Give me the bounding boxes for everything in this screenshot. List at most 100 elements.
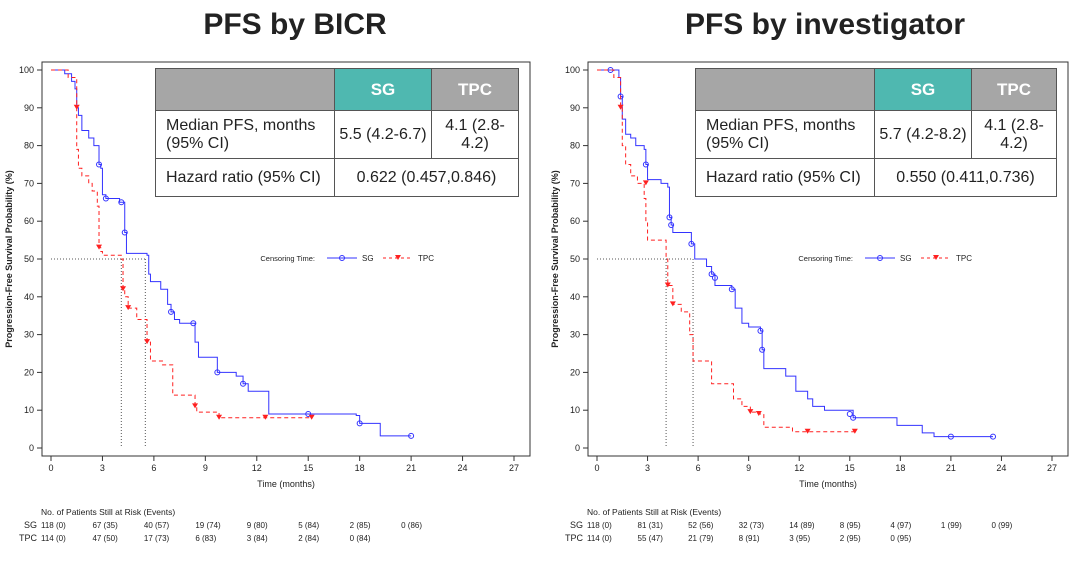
risk-cell-sg: 0 (86) bbox=[401, 521, 422, 530]
censor-mark-tpc bbox=[664, 282, 671, 288]
censor-mark-sg bbox=[850, 414, 857, 421]
x-tick-label: 24 bbox=[996, 463, 1006, 473]
censor-mark-sg bbox=[214, 369, 221, 376]
risk-cell-tpc: 0 (84) bbox=[350, 534, 371, 543]
risk-cell-tpc: 17 (73) bbox=[144, 534, 170, 543]
censor-mark-sg bbox=[168, 308, 175, 315]
risk-cell-tpc: 6 (83) bbox=[195, 534, 216, 543]
y-tick-label: 70 bbox=[24, 178, 34, 188]
risk-cell-tpc: 8 (91) bbox=[739, 534, 760, 543]
y-tick-label: 10 bbox=[570, 405, 580, 415]
y-tick-label: 80 bbox=[24, 141, 34, 151]
median-sg: 5.5 (4.2-6.7) bbox=[334, 110, 432, 159]
x-tick-label: 9 bbox=[203, 463, 208, 473]
censor-mark-sg bbox=[728, 286, 735, 293]
legend-title: Censoring Time: bbox=[260, 254, 315, 263]
x-tick-label: 0 bbox=[594, 463, 599, 473]
censor-mark-tpc bbox=[262, 414, 269, 420]
x-tick-label: 18 bbox=[895, 463, 905, 473]
summary-table-investigator: SG TPC Median PFS, months (95% CI) 5.7 (4.… bbox=[695, 68, 1057, 197]
censor-mark-sg bbox=[947, 433, 954, 440]
risk-cell-sg: 0 (99) bbox=[991, 521, 1012, 530]
risk-cell-tpc: 47 (50) bbox=[92, 534, 118, 543]
censor-mark-sg bbox=[990, 433, 997, 440]
censor-mark-tpc bbox=[642, 180, 649, 186]
censor-mark-tpc bbox=[804, 428, 811, 434]
censor-mark-tpc bbox=[192, 403, 199, 409]
km-curve-sg bbox=[51, 69, 412, 437]
censor-mark-sg bbox=[642, 161, 649, 168]
censor-mark-tpc bbox=[617, 104, 624, 110]
y-axis-label: Progression-Free Survival Probability (%… bbox=[550, 170, 560, 348]
y-axis-label: Progression-Free Survival Probability (%… bbox=[4, 170, 14, 348]
row-label-median: Median PFS, months (95% CI) bbox=[695, 110, 875, 159]
y-tick-label: 0 bbox=[575, 443, 580, 453]
censor-mark-sg bbox=[118, 199, 125, 206]
risk-cell-sg: 9 (80) bbox=[247, 521, 268, 530]
chart-title-bicr: PFS by BICR bbox=[203, 8, 387, 41]
x-axis-label: Time (months) bbox=[257, 479, 315, 489]
x-tick-label: 12 bbox=[252, 463, 262, 473]
chart-title-investigator: PFS by investigator bbox=[684, 8, 966, 41]
censor-mark-sg bbox=[711, 274, 718, 281]
censor-mark-sg bbox=[121, 229, 128, 236]
summary-table-bicr: SG TPC Median PFS, months (95% CI) 5.5 (4.… bbox=[155, 68, 519, 197]
header-blank bbox=[695, 68, 875, 111]
legend-label-sg: SG bbox=[900, 254, 912, 263]
x-tick-label: 15 bbox=[845, 463, 855, 473]
y-tick-label: 90 bbox=[24, 103, 34, 113]
risk-cell-sg: 4 (97) bbox=[890, 521, 911, 530]
risk-row-label: TPC bbox=[19, 533, 38, 543]
legend-title: Censoring Time: bbox=[798, 254, 853, 263]
risk-cell-tpc: 3 (84) bbox=[247, 534, 268, 543]
risk-table-title: No. of Patients Still at Risk (Events) bbox=[41, 507, 175, 517]
y-tick-label: 40 bbox=[24, 292, 34, 302]
x-tick-label: 18 bbox=[355, 463, 365, 473]
y-tick-label: 100 bbox=[19, 65, 34, 75]
censor-mark-tpc bbox=[120, 286, 127, 292]
censor-mark-sg bbox=[190, 320, 197, 327]
y-tick-label: 100 bbox=[565, 65, 580, 75]
censor-mark-sg bbox=[688, 240, 695, 247]
risk-cell-sg: 32 (73) bbox=[739, 521, 765, 530]
y-tick-label: 40 bbox=[570, 292, 580, 302]
y-tick-label: 10 bbox=[24, 405, 34, 415]
y-tick-label: 50 bbox=[24, 254, 34, 264]
risk-cell-sg: 5 (84) bbox=[298, 521, 319, 530]
header-tpc: TPC bbox=[431, 68, 519, 111]
median-tpc: 4.1 (2.8-4.2) bbox=[431, 110, 519, 159]
header-blank bbox=[155, 68, 335, 111]
censor-mark-sg bbox=[668, 221, 675, 228]
risk-cell-sg: 1 (99) bbox=[941, 521, 962, 530]
y-tick-label: 30 bbox=[24, 330, 34, 340]
y-tick-label: 60 bbox=[24, 216, 34, 226]
censor-mark-sg bbox=[240, 380, 247, 387]
censor-mark-tpc bbox=[125, 305, 132, 311]
risk-cell-sg: 67 (35) bbox=[92, 521, 118, 530]
risk-cell-tpc: 0 (95) bbox=[890, 534, 911, 543]
median-tpc: 4.1 (2.8-4.2) bbox=[971, 110, 1057, 159]
row-label-median: Median PFS, months (95% CI) bbox=[155, 110, 335, 159]
censor-mark-tpc bbox=[755, 410, 762, 416]
risk-cell-tpc: 55 (47) bbox=[638, 534, 664, 543]
risk-row-label: TPC bbox=[565, 533, 584, 543]
censor-mark-sg bbox=[356, 420, 363, 427]
x-tick-label: 15 bbox=[303, 463, 313, 473]
y-tick-label: 30 bbox=[570, 330, 580, 340]
censor-mark-tpc bbox=[308, 414, 315, 420]
censor-mark-sg bbox=[408, 432, 415, 439]
risk-row-label: SG bbox=[570, 520, 583, 530]
x-tick-label: 24 bbox=[458, 463, 468, 473]
x-tick-label: 21 bbox=[406, 463, 416, 473]
censor-mark-sg bbox=[708, 271, 715, 278]
censor-mark-tpc bbox=[851, 428, 858, 434]
censor-mark-sg bbox=[757, 327, 764, 334]
x-tick-label: 27 bbox=[1047, 463, 1057, 473]
censor-mark-tpc bbox=[96, 244, 103, 250]
risk-cell-sg: 8 (95) bbox=[840, 521, 861, 530]
risk-cell-tpc: 114 (0) bbox=[41, 534, 66, 543]
x-tick-label: 6 bbox=[696, 463, 701, 473]
censor-mark-sg bbox=[666, 214, 673, 221]
